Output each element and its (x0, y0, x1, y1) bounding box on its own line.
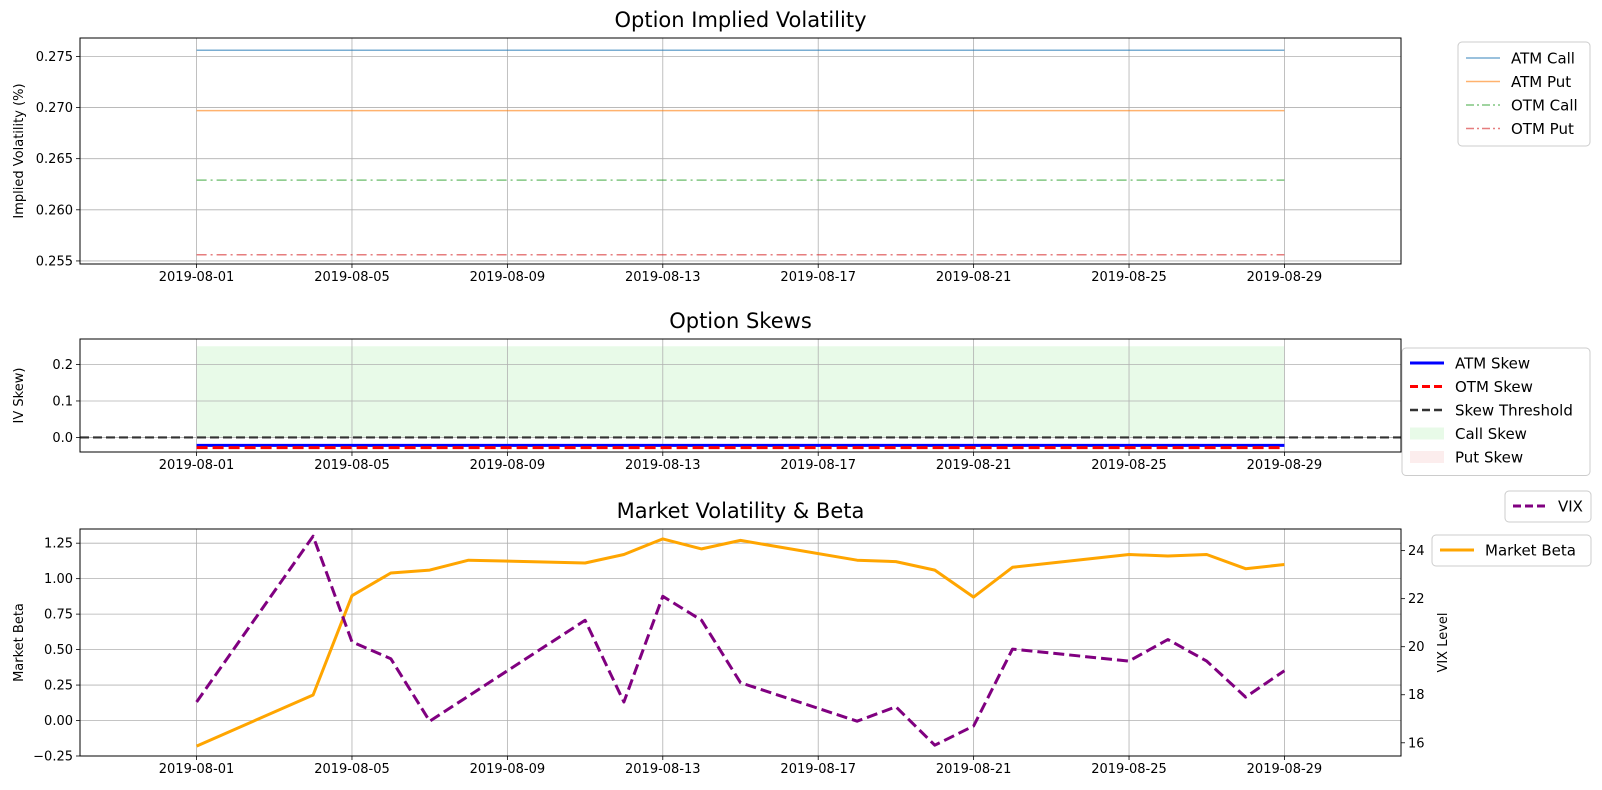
legend-label-otm-call: OTM Call (1511, 97, 1578, 115)
legend-label-vix: VIX (1558, 498, 1583, 516)
y-tick-label: 0.255 (36, 254, 73, 269)
x-tick-label: 2019-08-13 (625, 458, 701, 473)
y-tick-label: 0.275 (36, 50, 73, 65)
x-tick-label: 2019-08-25 (1091, 458, 1167, 473)
x-tick-label: 2019-08-05 (314, 458, 390, 473)
chart-panel-1: 2019-08-01 2019-08-05 2019-08-09 2019-08-13… (12, 8, 1402, 285)
x-tick-label: 2019-08-05 (314, 270, 390, 285)
y-tick-label: 0.270 (36, 101, 73, 116)
legend-label-put-skew: Put Skew (1455, 449, 1523, 467)
x-tick-label: 2019-08-01 (159, 270, 235, 285)
y-tick-label: 0.260 (36, 203, 73, 218)
legend-market-beta (1431, 534, 1592, 567)
x-tick-label: 2019-08-13 (625, 270, 701, 285)
y-tick-label: 1.25 (44, 537, 73, 552)
y2-axis-label: VIX Level (1436, 612, 1451, 672)
y2-tick-label: 20 (1408, 640, 1425, 655)
y-axis-label: Implied Volatility (%) (12, 83, 27, 218)
y2-tick-label: 22 (1408, 592, 1425, 607)
series-line-vix (195, 534, 1286, 747)
x-tick-label: 2019-08-17 (780, 762, 856, 777)
y-tick-label: 0.1 (52, 394, 73, 409)
legend-label-atm-call: ATM Call (1511, 50, 1575, 68)
y-tick-label: 1.00 (44, 572, 73, 587)
y-tick-label: 0.0 (52, 431, 73, 446)
legend-label-market-beta: Market Beta (1485, 542, 1576, 560)
y2-tick-label: 24 (1408, 544, 1425, 559)
x-tick-label: 2019-08-21 (936, 458, 1012, 473)
x-tick-label: 2019-08-25 (1091, 270, 1167, 285)
x-tick-label: 2019-08-09 (470, 270, 546, 285)
y-tick-label: 0.2 (52, 358, 73, 373)
y-tick-label: 0.50 (44, 643, 73, 658)
y-axis-label: Market Beta (12, 603, 27, 682)
shaded-region-call-skew (196, 346, 1285, 438)
x-tick-label: 2019-08-29 (1247, 458, 1323, 473)
legend-label-otm-put: OTM Put (1511, 120, 1574, 138)
x-tick-label: 2019-08-01 (159, 762, 235, 777)
x-tick-label: 2019-08-17 (780, 270, 856, 285)
x-tick-label: 2019-08-13 (625, 762, 701, 777)
chart-title: Option Implied Volatility (614, 8, 866, 32)
y2-tick-label: 16 (1408, 736, 1425, 751)
x-tick-label: 2019-08-29 (1247, 270, 1323, 285)
y-tick-label: −0.25 (33, 750, 73, 765)
legend-swatch-call-skew (1410, 427, 1444, 440)
y-tick-label: 0.25 (44, 679, 73, 694)
y2-tick-label: 18 (1408, 688, 1425, 703)
x-tick-label: 2019-08-25 (1091, 762, 1167, 777)
y-axis-label: IV Skew) (12, 368, 27, 424)
legend-swatch-put-skew (1410, 451, 1444, 463)
legend-label-skew-threshold: Skew Threshold (1455, 402, 1573, 420)
x-tick-label: 2019-08-21 (936, 270, 1012, 285)
chart-title: Option Skews (669, 309, 812, 333)
x-tick-label: 2019-08-29 (1247, 762, 1323, 777)
legend-label-atm-put: ATM Put (1511, 73, 1571, 91)
chart-panel-3: 2019-08-01 2019-08-05 2019-08-09 2019-08-13… (12, 499, 1451, 777)
chart-title: Market Volatility & Beta (617, 499, 865, 523)
legend-implied-volatility (1457, 41, 1591, 147)
y-tick-label: 0.265 (36, 152, 73, 167)
x-tick-label: 2019-08-09 (470, 458, 546, 473)
legend-label-otm-skew: OTM Skew (1455, 378, 1533, 396)
axes-frame (79, 37, 1402, 265)
y-tick-label: 0.75 (44, 608, 73, 623)
y-tick-label: 0.00 (44, 714, 73, 729)
x-tick-label: 2019-08-17 (780, 458, 856, 473)
x-tick-label: 2019-08-21 (936, 762, 1012, 777)
series-line-market-beta (195, 537, 1285, 748)
legend-label-atm-skew: ATM Skew (1455, 355, 1530, 373)
x-tick-label: 2019-08-05 (314, 762, 390, 777)
axes-frame (79, 528, 1402, 757)
legend-option-skews (1401, 347, 1591, 476)
x-tick-label: 2019-08-01 (159, 458, 235, 473)
chart-panel-2: 2019-08-01 2019-08-05 2019-08-09 2019-08-13… (12, 309, 1402, 473)
legend-label-call-skew: Call Skew (1455, 425, 1527, 443)
x-tick-label: 2019-08-09 (470, 762, 546, 777)
axes-frame (79, 338, 1402, 453)
legend-vix (1504, 490, 1592, 523)
